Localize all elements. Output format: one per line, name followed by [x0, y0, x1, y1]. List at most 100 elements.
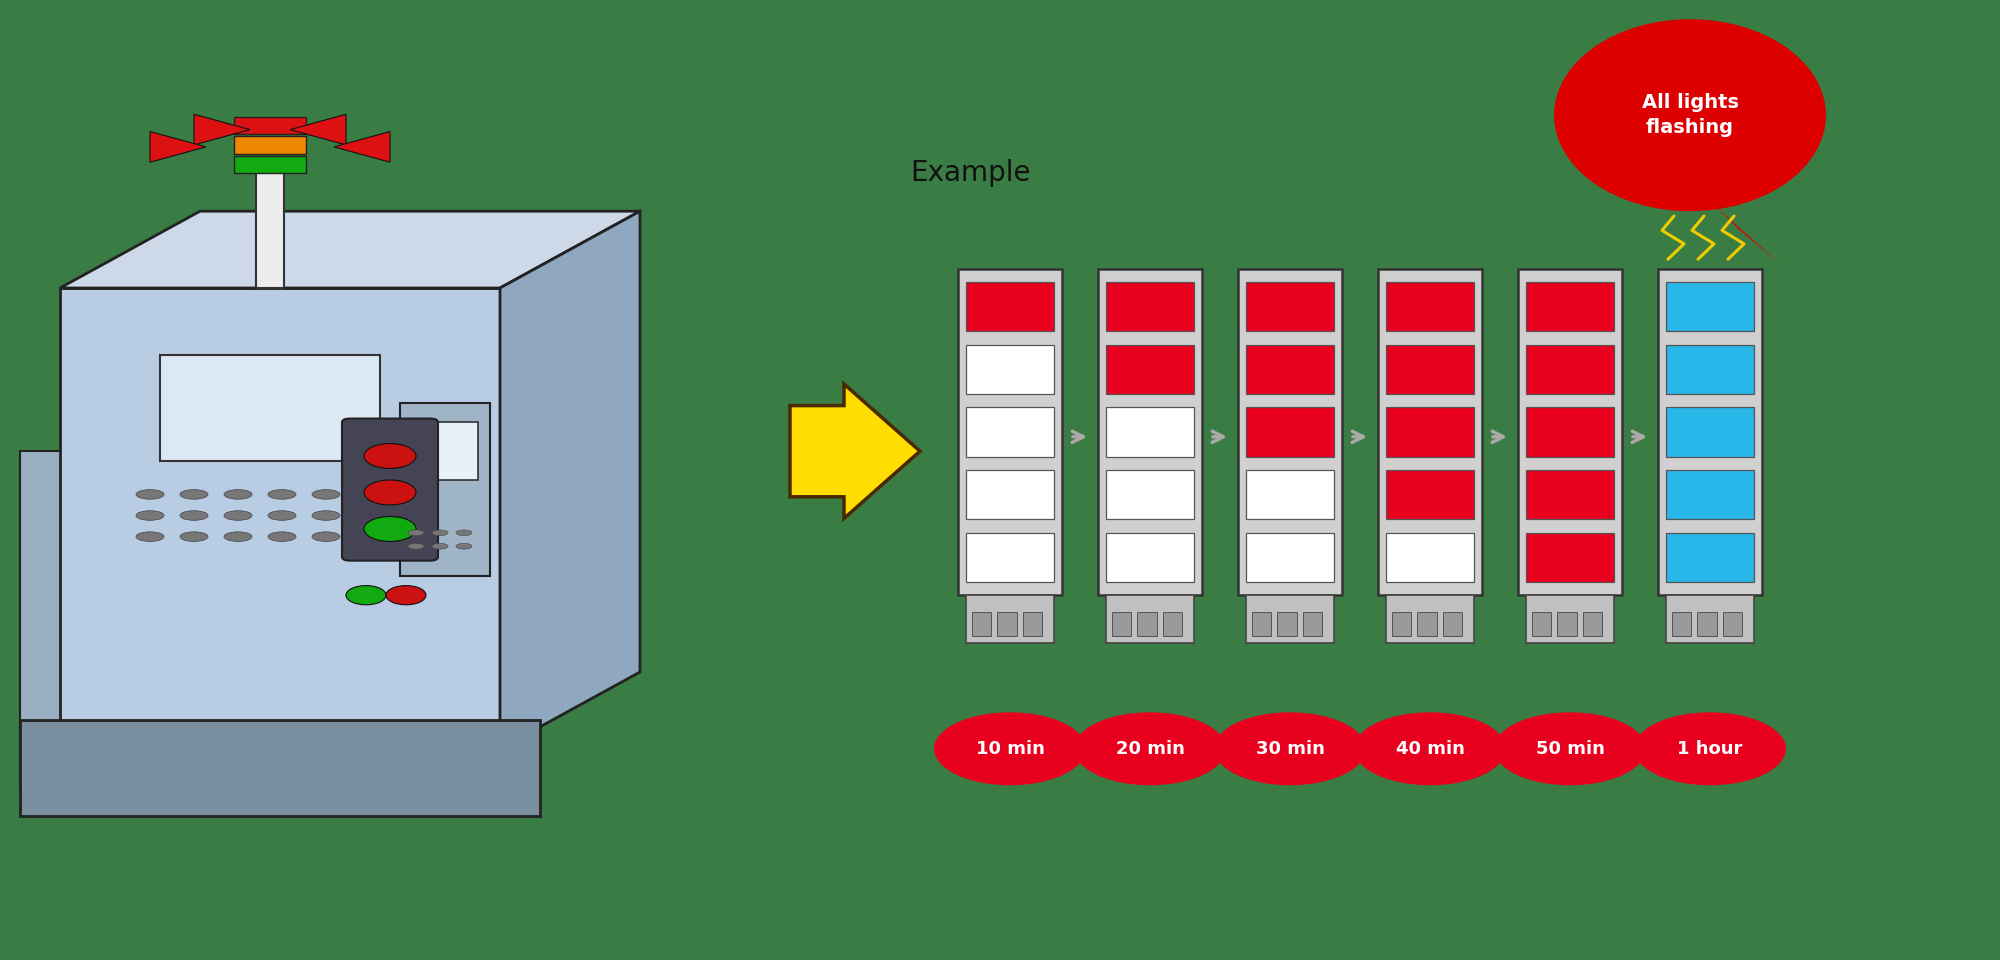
Text: 50 min: 50 min: [1536, 740, 1604, 757]
FancyBboxPatch shape: [1386, 595, 1474, 643]
FancyBboxPatch shape: [234, 136, 306, 154]
FancyBboxPatch shape: [1386, 407, 1474, 457]
FancyBboxPatch shape: [400, 403, 490, 576]
FancyBboxPatch shape: [1722, 612, 1742, 636]
FancyBboxPatch shape: [1162, 612, 1182, 636]
FancyBboxPatch shape: [1518, 269, 1622, 595]
FancyBboxPatch shape: [1246, 595, 1334, 643]
Polygon shape: [334, 132, 390, 162]
Polygon shape: [150, 132, 206, 162]
FancyBboxPatch shape: [1246, 345, 1334, 395]
Circle shape: [1214, 712, 1366, 785]
Polygon shape: [500, 211, 640, 749]
FancyBboxPatch shape: [1022, 612, 1042, 636]
FancyBboxPatch shape: [1106, 533, 1194, 582]
Circle shape: [1494, 712, 1646, 785]
Circle shape: [1354, 712, 1506, 785]
FancyBboxPatch shape: [1442, 612, 1462, 636]
FancyBboxPatch shape: [234, 156, 306, 173]
FancyBboxPatch shape: [1672, 612, 1692, 636]
FancyBboxPatch shape: [958, 269, 1062, 595]
FancyBboxPatch shape: [1666, 533, 1754, 582]
FancyBboxPatch shape: [972, 612, 992, 636]
FancyBboxPatch shape: [1106, 595, 1194, 643]
FancyBboxPatch shape: [256, 163, 284, 288]
FancyBboxPatch shape: [1526, 345, 1614, 395]
FancyBboxPatch shape: [966, 345, 1054, 395]
Circle shape: [1074, 712, 1226, 785]
FancyBboxPatch shape: [1392, 612, 1412, 636]
Ellipse shape: [224, 490, 252, 499]
FancyBboxPatch shape: [60, 288, 500, 749]
FancyBboxPatch shape: [966, 533, 1054, 582]
FancyBboxPatch shape: [410, 422, 478, 480]
FancyBboxPatch shape: [1112, 612, 1132, 636]
Text: 40 min: 40 min: [1396, 740, 1464, 757]
FancyBboxPatch shape: [1386, 469, 1474, 519]
FancyBboxPatch shape: [20, 720, 540, 816]
FancyBboxPatch shape: [1098, 269, 1202, 595]
Ellipse shape: [268, 511, 296, 520]
Polygon shape: [194, 114, 250, 145]
FancyBboxPatch shape: [1386, 345, 1474, 395]
FancyBboxPatch shape: [1378, 269, 1482, 595]
Ellipse shape: [180, 532, 208, 541]
FancyBboxPatch shape: [1138, 612, 1156, 636]
Ellipse shape: [268, 532, 296, 541]
FancyBboxPatch shape: [1666, 595, 1754, 643]
FancyBboxPatch shape: [1246, 533, 1334, 582]
Ellipse shape: [136, 532, 164, 541]
Text: Example: Example: [910, 158, 1030, 187]
FancyBboxPatch shape: [1106, 345, 1194, 395]
Text: 1 hour: 1 hour: [1678, 740, 1742, 757]
Ellipse shape: [432, 543, 448, 549]
Ellipse shape: [312, 532, 340, 541]
Circle shape: [934, 712, 1086, 785]
Ellipse shape: [312, 511, 340, 520]
FancyBboxPatch shape: [1532, 612, 1552, 636]
FancyBboxPatch shape: [1698, 612, 1716, 636]
Text: 20 min: 20 min: [1116, 740, 1184, 757]
Circle shape: [364, 480, 416, 505]
FancyBboxPatch shape: [1302, 612, 1322, 636]
FancyArrow shape: [790, 384, 920, 518]
FancyBboxPatch shape: [1106, 469, 1194, 519]
FancyBboxPatch shape: [1526, 595, 1614, 643]
FancyBboxPatch shape: [1582, 612, 1602, 636]
Ellipse shape: [456, 543, 472, 549]
FancyBboxPatch shape: [1526, 407, 1614, 457]
FancyBboxPatch shape: [998, 612, 1016, 636]
Ellipse shape: [408, 530, 424, 536]
FancyBboxPatch shape: [1526, 282, 1614, 331]
Circle shape: [1634, 712, 1786, 785]
FancyBboxPatch shape: [1246, 282, 1334, 331]
Ellipse shape: [224, 511, 252, 520]
FancyBboxPatch shape: [234, 117, 306, 134]
FancyBboxPatch shape: [1666, 469, 1754, 519]
FancyBboxPatch shape: [1666, 345, 1754, 395]
Polygon shape: [1710, 202, 1780, 264]
Ellipse shape: [136, 490, 164, 499]
Polygon shape: [290, 114, 346, 145]
Text: 10 min: 10 min: [976, 740, 1044, 757]
Ellipse shape: [180, 490, 208, 499]
Ellipse shape: [432, 530, 448, 536]
FancyBboxPatch shape: [1658, 269, 1762, 595]
Ellipse shape: [408, 543, 424, 549]
Ellipse shape: [180, 511, 208, 520]
Text: All lights
flashing: All lights flashing: [1642, 93, 1738, 137]
FancyBboxPatch shape: [160, 355, 380, 461]
FancyBboxPatch shape: [1278, 612, 1296, 636]
FancyBboxPatch shape: [966, 469, 1054, 519]
FancyBboxPatch shape: [966, 595, 1054, 643]
Circle shape: [346, 586, 386, 605]
FancyBboxPatch shape: [1238, 269, 1342, 595]
FancyBboxPatch shape: [1558, 612, 1576, 636]
FancyBboxPatch shape: [1246, 469, 1334, 519]
Polygon shape: [60, 211, 640, 288]
FancyBboxPatch shape: [1106, 282, 1194, 331]
FancyBboxPatch shape: [1418, 612, 1436, 636]
FancyBboxPatch shape: [1666, 407, 1754, 457]
FancyBboxPatch shape: [1666, 282, 1754, 331]
Circle shape: [386, 586, 426, 605]
